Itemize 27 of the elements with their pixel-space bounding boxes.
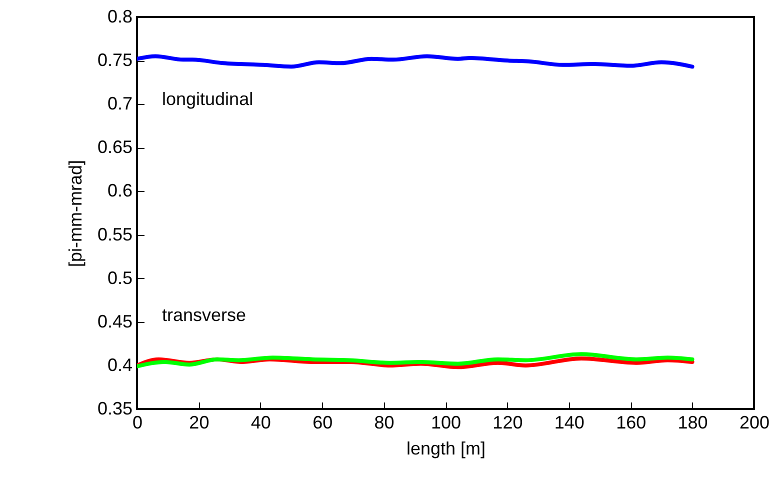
x-tick-label: 100 <box>430 412 462 432</box>
y-tick-label: 0.45 <box>97 311 132 332</box>
y-tick-label: 0.7 <box>107 94 132 114</box>
y-tick-label: 0.35 <box>97 398 132 418</box>
x-tick-label: 180 <box>678 412 708 432</box>
x-axis-title: length [m] <box>406 438 486 458</box>
x-tick-label: 140 <box>554 412 584 432</box>
y-tick-label: 0.65 <box>97 137 132 158</box>
annotation: longitudinal <box>162 89 254 109</box>
y-axis-title: [pi-mm-mrad] <box>65 160 86 267</box>
y-tick-label: 0.55 <box>97 224 132 244</box>
line-series <box>137 54 694 69</box>
y-tick-label: 0.8 <box>107 6 132 26</box>
x-tick-label: 60 <box>312 412 333 432</box>
annotation: transverse <box>162 305 246 325</box>
y-tick-label: 0.4 <box>107 354 132 375</box>
y-tick-label: 0.6 <box>107 180 132 201</box>
x-tick-label: 20 <box>189 412 210 432</box>
x-tick-label: 200 <box>739 412 770 432</box>
x-tick-label: 0 <box>132 412 143 432</box>
x-tick-label: 160 <box>616 412 646 432</box>
x-tick-label: 120 <box>492 412 523 432</box>
y-tick-label: 0.75 <box>97 50 132 70</box>
y-tick-label: 0.5 <box>107 268 132 288</box>
x-tick-label: 40 <box>250 412 271 432</box>
line-series <box>137 352 694 368</box>
x-tick-label: 80 <box>374 412 394 432</box>
